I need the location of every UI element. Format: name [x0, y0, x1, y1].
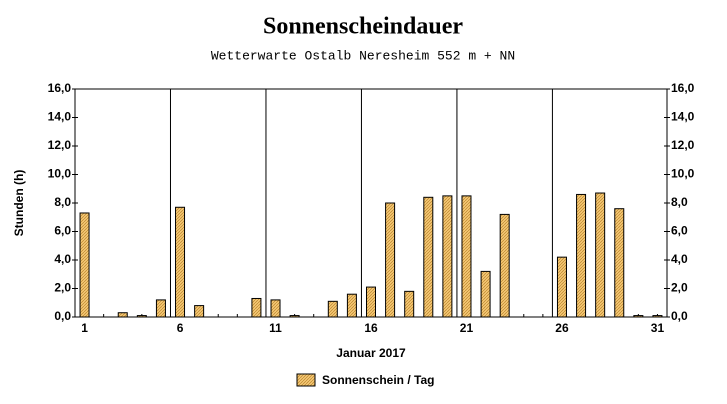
- y-tick-label: 8,0: [54, 195, 71, 209]
- bar: [461, 195, 472, 318]
- y2-tick-label: 16,0: [671, 81, 695, 95]
- bar: [480, 270, 491, 318]
- legend-swatch: [296, 373, 316, 387]
- bar: [270, 299, 281, 318]
- x-tick-label: 16: [364, 321, 378, 335]
- y2-tick-label: 12,0: [671, 138, 695, 152]
- bar: [423, 196, 434, 318]
- y-tick-label: 2,0: [54, 281, 71, 295]
- y-tick-label: 14,0: [48, 110, 72, 124]
- bar: [652, 315, 663, 318]
- chart-title: Sonnenscheindauer: [263, 14, 463, 40]
- chart-subtitle: Wetterwarte Ostalb Neresheim 552 m + NN: [211, 48, 515, 63]
- y2-tick-label: 10,0: [671, 167, 695, 181]
- bar: [633, 315, 644, 318]
- y-tick-label: 4,0: [54, 252, 71, 266]
- bar: [556, 256, 567, 318]
- y-tick-label: 12,0: [48, 138, 72, 152]
- bar: [289, 315, 300, 318]
- y2-tick-label: 14,0: [671, 110, 695, 124]
- bar: [404, 290, 415, 318]
- bar: [155, 299, 166, 318]
- y2-tick-label: 8,0: [671, 195, 688, 209]
- y2-tick-label: 4,0: [671, 252, 688, 266]
- bar: [614, 208, 625, 318]
- bar: [79, 212, 90, 318]
- x-tick-label: 11: [269, 321, 282, 335]
- bar: [595, 192, 606, 318]
- y2-tick-label: 6,0: [671, 224, 688, 238]
- bar: [136, 315, 147, 318]
- bar: [385, 202, 396, 318]
- y-tick-label: 0,0: [54, 309, 71, 323]
- y2-tick-label: 0,0: [671, 309, 688, 323]
- y2-tick-label: 2,0: [671, 281, 688, 295]
- y-tick-label: 6,0: [54, 224, 71, 238]
- x-tick-label: 26: [555, 321, 569, 335]
- legend-label: Sonnenschein / Tag: [322, 373, 434, 387]
- bar: [327, 300, 338, 318]
- x-tick-label: 1: [81, 321, 88, 335]
- bar: [499, 213, 510, 318]
- y-axis-label: Stunden (h): [12, 170, 26, 237]
- bar: [442, 195, 453, 318]
- x-axis-label: Januar 2017: [336, 346, 406, 360]
- x-tick-label: 21: [460, 321, 474, 335]
- bar: [117, 312, 128, 318]
- bar: [576, 193, 587, 318]
- bar: [194, 305, 205, 318]
- y-tick-label: 16,0: [48, 81, 72, 95]
- x-tick-label: 31: [651, 321, 665, 335]
- y-tick-label: 10,0: [48, 167, 72, 181]
- bar: [251, 297, 262, 318]
- x-tick-label: 6: [177, 321, 184, 335]
- bar: [366, 286, 376, 318]
- bar: [346, 293, 357, 318]
- bar: [175, 206, 186, 318]
